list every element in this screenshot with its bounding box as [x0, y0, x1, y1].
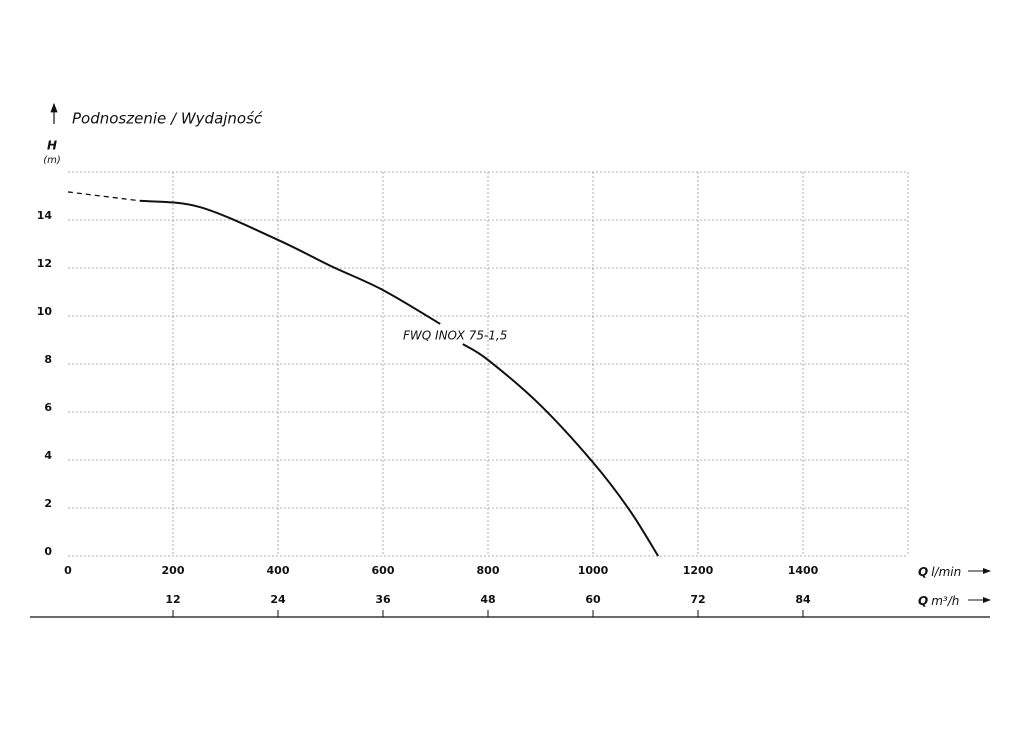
x2-tick-label: 60	[585, 593, 601, 606]
x-symbol: Q	[918, 565, 928, 579]
y-tick-label: 12	[37, 257, 52, 270]
y-tick-label: 10	[37, 305, 53, 318]
x2-symbol: Q	[918, 594, 928, 608]
y-tick-label: 4	[44, 449, 52, 462]
x-unit: l/min	[931, 565, 961, 579]
y-tick-label: 6	[44, 401, 52, 414]
curve	[462, 343, 659, 557]
y-tick-label: 0	[44, 545, 52, 558]
x2-tick-label: 12	[165, 593, 180, 606]
y-unit: (m)	[43, 155, 61, 166]
y-tick-label: 2	[44, 497, 52, 510]
chart-title: Podnoszenie / Wydajność	[72, 110, 263, 128]
x-tick-label: 1000	[578, 564, 609, 577]
x2-tick-label: 72	[690, 593, 705, 606]
curve	[67, 191, 141, 202]
curve	[139, 199, 441, 325]
x-tick-label: 200	[162, 564, 185, 577]
y-tick-label: 8	[44, 353, 52, 366]
x2-tick-label: 36	[375, 593, 391, 606]
x2-tick-label: 24	[270, 593, 286, 606]
x2-tick-label: 48	[480, 593, 495, 606]
x2-unit: m³/h	[931, 594, 959, 608]
x-tick-label: 800	[477, 564, 500, 577]
x-tick-label: 600	[372, 564, 395, 577]
curve-label: FWQ INOX 75-1,5	[403, 329, 507, 343]
x2-tick-label: 84	[795, 593, 811, 606]
x-tick-label: 400	[267, 564, 290, 577]
x-tick-label: 1400	[788, 564, 819, 577]
x-tick-label: 0	[64, 564, 72, 577]
y-tick-label: 14	[37, 209, 53, 222]
y-symbol: H	[47, 139, 57, 153]
x-tick-label: 1200	[683, 564, 714, 577]
